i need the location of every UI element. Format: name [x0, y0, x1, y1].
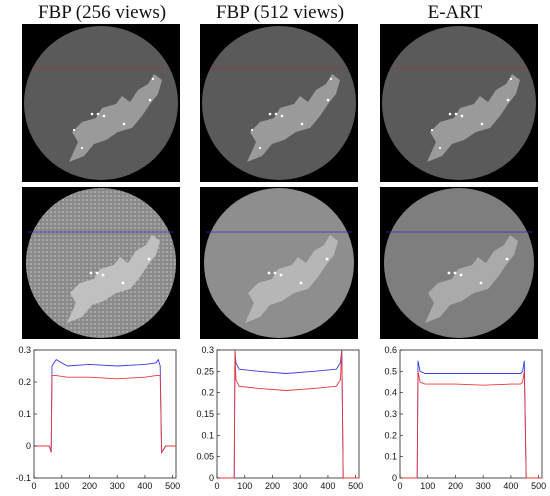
x-tick-label: 400: [137, 481, 152, 491]
y-tick-label: 0.2: [384, 430, 397, 440]
profile-line-red: [400, 371, 542, 479]
x-tick-label: 200: [448, 481, 463, 491]
x-tick-label: 200: [82, 481, 97, 491]
ct-image-fbp256-row2: [22, 187, 180, 339]
y-tick-label: 0.05: [196, 452, 214, 462]
y-tick-label: 0.4: [384, 388, 397, 398]
title-e-art: E-ART: [427, 2, 483, 23]
y-tick-label: 0.3: [18, 345, 31, 355]
x-tick-label: 100: [237, 481, 252, 491]
x-tick-label: 500: [531, 481, 546, 491]
ct-image-eart-row2: [380, 187, 538, 339]
y-tick-label: 0.1: [18, 409, 31, 419]
plot-frame: [399, 349, 543, 479]
y-tick-label: 0: [209, 473, 214, 483]
y-tick-label: 0.3: [384, 409, 397, 419]
y-tick-label: 0: [392, 473, 397, 483]
x-tick-label: 500: [165, 481, 180, 491]
y-tick-label: 0.3: [201, 345, 214, 355]
profile-plot-fbp512: 0 100 200 300 400 500 0 0.05 0.1 0.15 0.2 0.25 0.3: [183, 344, 365, 494]
x-tick-label: 300: [293, 481, 308, 491]
profile-plot-eart: 0 100 200 300 400 500 0 0.1 0.2 0.3 0.4 0.5 0.6: [366, 344, 548, 494]
y-tick-label: 0.15: [196, 409, 214, 419]
y-tick-label: 0.25: [196, 366, 214, 376]
profile-plot-fbp256: 0 100 200 300 400 500 -0.1 0 0.1 0.2 0.3: [0, 344, 182, 494]
x-tick-label: 0: [31, 481, 36, 491]
plot-frame: [33, 349, 177, 479]
x-tick-label: 300: [476, 481, 491, 491]
x-tick-label: 0: [214, 481, 219, 491]
profile-line-red: [217, 349, 359, 479]
y-tick-label: 0.1: [201, 430, 214, 440]
y-tick-label: 0: [26, 441, 31, 451]
y-tick-label: 0.5: [384, 366, 397, 376]
x-tick-label: 100: [54, 481, 69, 491]
x-tick-label: 200: [265, 481, 280, 491]
x-tick-label: 500: [348, 481, 363, 491]
y-tick-label: 0.2: [18, 377, 31, 387]
x-tick-label: 0: [397, 481, 402, 491]
x-tick-label: 400: [503, 481, 518, 491]
x-tick-label: 100: [420, 481, 435, 491]
x-tick-label: 300: [110, 481, 125, 491]
y-tick-label: -0.1: [15, 473, 31, 483]
ct-image-fbp512-row2: [200, 187, 358, 339]
ct-image-fbp256-row1: [22, 24, 180, 182]
y-tick-label: 0.2: [201, 388, 214, 398]
y-tick-label: 0.6: [384, 345, 397, 355]
plot-frame: [216, 349, 360, 479]
ct-image-eart-row1: [380, 24, 538, 182]
title-fbp-256: FBP (256 views): [37, 2, 167, 23]
x-tick-label: 400: [320, 481, 335, 491]
title-fbp-512: FBP (512 views): [215, 2, 345, 23]
profile-line-red: [34, 375, 176, 454]
y-tick-label: 0.1: [384, 452, 397, 462]
ct-image-fbp512-row1: [200, 24, 358, 182]
